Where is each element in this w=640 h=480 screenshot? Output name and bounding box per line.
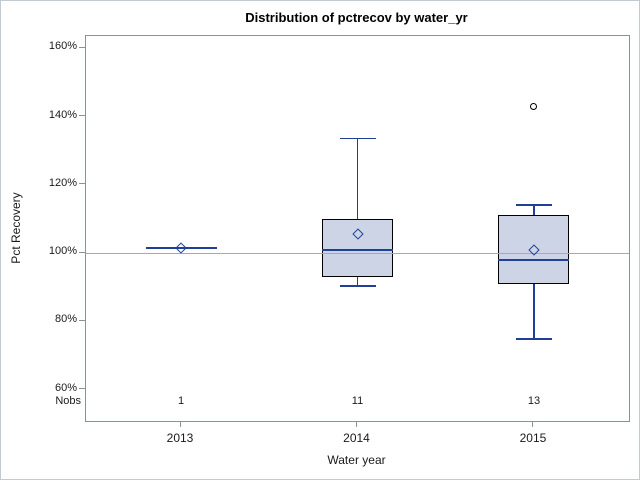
upper-whisker-cap-2015 [515,204,552,206]
x-tick-label: 2015 [519,431,547,445]
lower-whisker-2014 [356,276,359,286]
y-tick-mark [79,251,85,253]
x-tick-mark [356,421,357,427]
y-tick-label: 100% [48,245,77,257]
nobs-value-2013: 1 [177,395,185,407]
x-axis-title: Water year [327,453,386,467]
median-line-2014 [322,248,393,251]
y-tick-label: 60% [54,381,77,394]
y-tick-label: 80% [54,313,77,326]
chart-title: Distribution of pctrecov by water_yr [245,10,468,25]
y-tick-label: 160% [48,40,77,53]
upper-whisker-2015 [533,205,535,216]
upper-whisker-2014 [356,138,359,219]
x-tick-mark [532,421,534,427]
y-tick-label: 140% [48,108,77,121]
nobs-value-2015: 13 [527,395,541,407]
reference-line-100pct [86,253,629,254]
y-tick-mark [79,319,85,321]
y-tick-mark [79,388,85,389]
median-line-2015 [498,258,570,261]
y-tick-mark [79,115,85,116]
median-line-2013 [145,247,217,250]
upper-whisker-cap-2014 [339,137,376,140]
y-tick-mark [79,183,85,185]
plot-area: 1 11 13 [85,35,630,422]
lower-whisker-cap-2014 [339,285,376,287]
x-tick-mark [179,421,181,427]
x-tick-label: 2013 [166,431,194,445]
y-tick-label: 120% [48,176,77,189]
box-iqr-2015 [498,215,570,284]
box-iqr-2014 [322,218,393,277]
lower-whisker-cap-2015 [515,338,552,340]
y-tick-mark [79,46,85,48]
lower-whisker-2015 [533,283,535,339]
x-tick-label: 2014 [343,431,370,445]
nobs-value-2014: 11 [351,395,364,407]
outlier-marker-2015 [530,102,538,110]
nobs-row-label: Nobs [55,395,81,407]
